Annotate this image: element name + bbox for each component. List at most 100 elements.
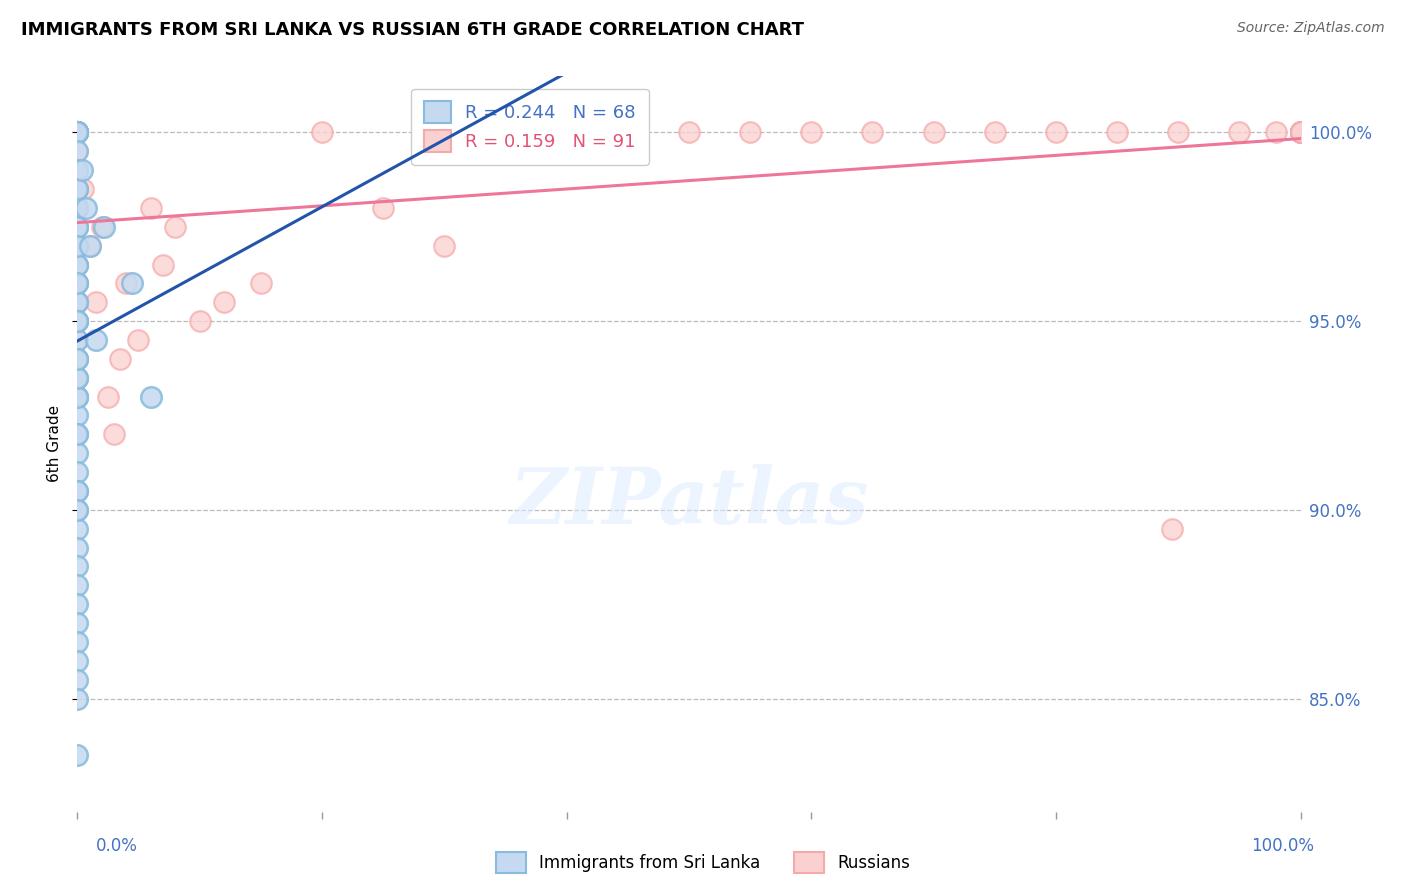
Point (66, 238, 89, 252)
Point (1289, 125, 1312, 139)
Legend: Immigrants from Sri Lanka, Russians: Immigrants from Sri Lanka, Russians (489, 846, 917, 880)
Point (66, 314, 89, 328)
Point (93, 219, 115, 234)
Point (1289, 125, 1312, 139)
Point (66, 409, 89, 423)
Point (66, 238, 89, 252)
Point (1289, 125, 1312, 139)
Point (66, 125, 89, 139)
Point (1167, 125, 1189, 139)
Point (66, 390, 89, 404)
Point (66, 145, 89, 159)
Point (66, 370, 89, 384)
Text: ZIPatlas: ZIPatlas (509, 465, 869, 541)
Point (1289, 125, 1312, 139)
Point (66, 691, 89, 706)
Point (1289, 125, 1312, 139)
Point (66, 427, 89, 442)
Point (1289, 125, 1312, 139)
Point (1289, 125, 1312, 139)
Point (66, 125, 89, 139)
Point (66, 219, 89, 234)
Point (66, 238, 89, 252)
Point (127, 333, 149, 347)
Point (1289, 125, 1312, 139)
Point (79, 238, 101, 252)
Point (1289, 125, 1312, 139)
Point (188, 314, 211, 328)
Point (84, 295, 107, 310)
Point (152, 258, 174, 272)
Point (66, 635, 89, 649)
Legend: R = 0.244   N = 68, R = 0.159   N = 91: R = 0.244 N = 68, R = 0.159 N = 91 (412, 88, 648, 165)
Point (1289, 125, 1312, 139)
Point (103, 427, 125, 442)
Point (1045, 125, 1067, 139)
Point (66, 125, 89, 139)
Point (66, 125, 89, 139)
Point (1289, 125, 1312, 139)
Point (1265, 125, 1288, 139)
Point (1289, 125, 1312, 139)
Point (66, 125, 89, 139)
Point (66, 258, 89, 272)
Point (1289, 125, 1312, 139)
Point (66, 125, 89, 139)
Point (66, 427, 89, 442)
Point (66, 390, 89, 404)
Text: IMMIGRANTS FROM SRI LANKA VS RUSSIAN 6TH GRADE CORRELATION CHART: IMMIGRANTS FROM SRI LANKA VS RUSSIAN 6TH… (21, 21, 804, 38)
Point (555, 125, 578, 139)
Point (66, 125, 89, 139)
Point (66, 125, 89, 139)
Point (66, 314, 89, 328)
Point (66, 258, 89, 272)
Point (66, 390, 89, 404)
Point (66, 163, 89, 178)
Point (66, 483, 89, 498)
Text: 0.0%: 0.0% (96, 837, 138, 855)
Point (66, 258, 89, 272)
Point (66, 277, 89, 291)
Point (66, 125, 89, 139)
Point (66, 295, 89, 310)
Point (66, 314, 89, 328)
Point (66, 390, 89, 404)
Point (139, 201, 162, 215)
Point (66, 351, 89, 366)
Point (66, 277, 89, 291)
Point (66, 351, 89, 366)
Point (121, 277, 143, 291)
Point (1107, 125, 1129, 139)
Point (740, 125, 762, 139)
Point (66, 333, 89, 347)
Point (66, 163, 89, 178)
Point (97, 390, 120, 404)
Point (165, 219, 187, 234)
Point (1289, 125, 1312, 139)
Point (66, 351, 89, 366)
Point (66, 219, 89, 234)
Point (66, 125, 89, 139)
Point (800, 125, 823, 139)
Point (90, 219, 112, 234)
Point (66, 277, 89, 291)
Point (108, 351, 131, 366)
Point (66, 370, 89, 384)
Point (1289, 125, 1312, 139)
Point (66, 597, 89, 611)
Point (1289, 125, 1312, 139)
Point (66, 333, 89, 347)
Point (617, 125, 640, 139)
Text: 100.0%: 100.0% (1251, 837, 1315, 855)
Point (66, 125, 89, 139)
Point (66, 125, 89, 139)
Point (66, 483, 89, 498)
Point (1289, 125, 1312, 139)
Point (66, 654, 89, 668)
Point (66, 201, 89, 215)
Point (66, 446, 89, 460)
Text: Source: ZipAtlas.com: Source: ZipAtlas.com (1237, 21, 1385, 35)
Point (66, 522, 89, 536)
Point (66, 182, 89, 196)
Point (66, 125, 89, 139)
